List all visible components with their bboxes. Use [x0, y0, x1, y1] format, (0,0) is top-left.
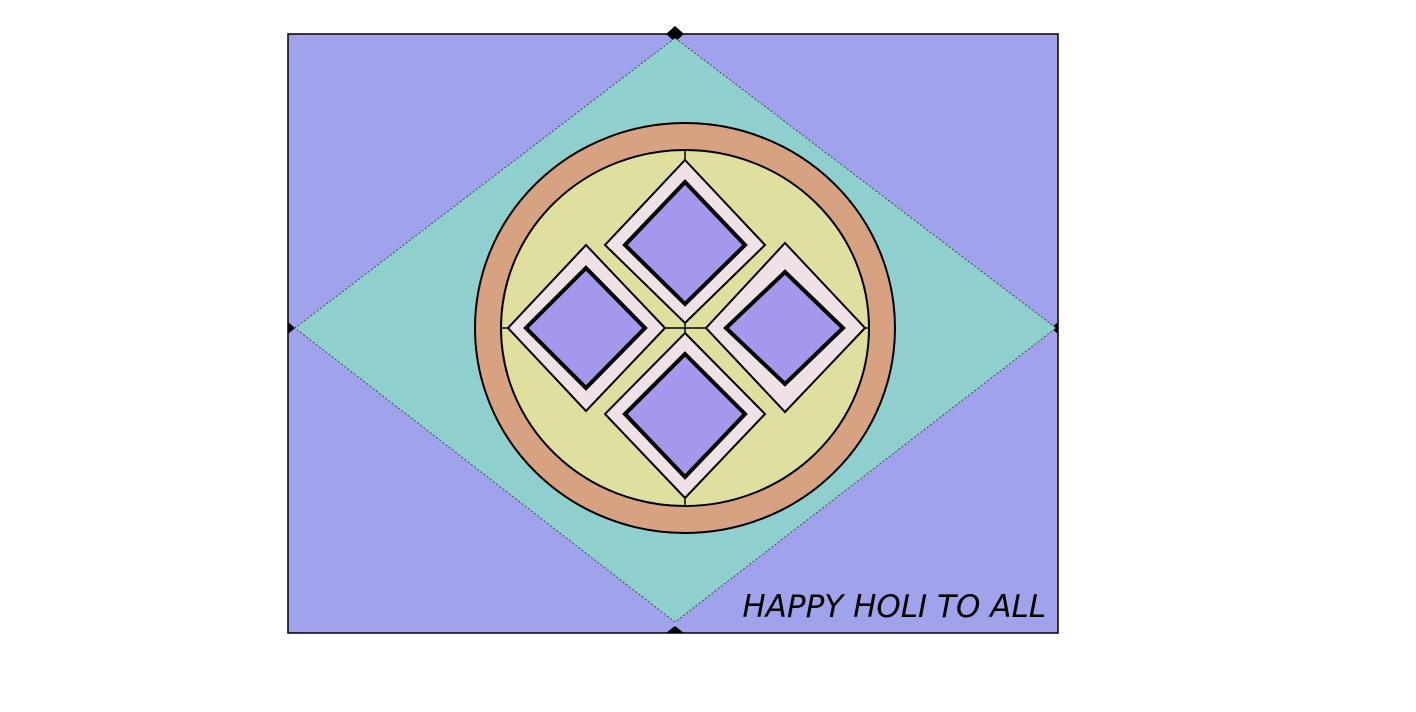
bottom-notch: [666, 626, 684, 633]
bottom-tile: [603, 331, 767, 500]
right-tile-fill: [723, 269, 846, 387]
left-notch: [288, 322, 295, 334]
right-tile: [704, 241, 867, 414]
top-notch: [666, 26, 684, 42]
bottom-tile-fill: [622, 351, 748, 480]
top-tile: [603, 158, 767, 325]
left-tile: [506, 243, 667, 413]
greeting-text: HAPPY HOLI TO ALL: [742, 589, 1046, 625]
top-tile-fill: [622, 179, 748, 307]
left-tile-fill: [523, 265, 648, 391]
